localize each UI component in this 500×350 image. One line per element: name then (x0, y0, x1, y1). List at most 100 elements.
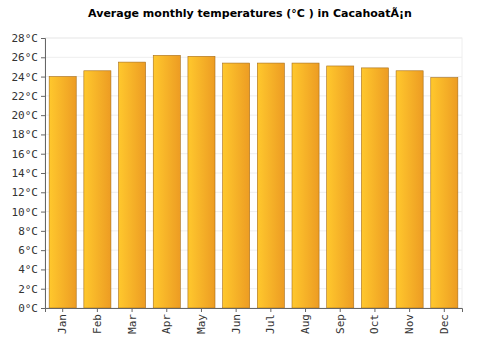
x-tick-mark (409, 308, 410, 312)
y-tick: 14°C (12, 167, 46, 180)
y-tick: 28°C (12, 32, 46, 45)
x-tick-mark (270, 308, 271, 312)
x-tick-mark (201, 308, 202, 312)
chart: Average monthly temperatures (°C ) in Ca… (0, 0, 500, 350)
x-tick-label: Feb (91, 314, 104, 334)
bar (292, 63, 319, 308)
x-tick: Nov (403, 308, 416, 334)
y-tick-label: 8°C (18, 225, 38, 238)
x-tick-mark (305, 308, 306, 312)
x-tick: Jun (230, 308, 243, 334)
x-tick-label: Dec (438, 314, 451, 334)
y-tick-mark (41, 308, 45, 309)
bar (188, 56, 215, 308)
y-tick: 20°C (12, 109, 46, 122)
x-tick: Jan (56, 308, 69, 334)
y-tick-mark (41, 212, 45, 213)
y-tick: 22°C (12, 90, 46, 103)
grid (45, 38, 462, 308)
y-tick-mark (41, 231, 45, 232)
x-tick-mark (236, 308, 237, 312)
y-tick-label: 28°C (12, 32, 39, 45)
x-tick-mark (62, 308, 63, 312)
x-tick: Mar (126, 308, 139, 334)
y-tick-mark (41, 96, 45, 97)
bar (257, 63, 284, 308)
y-tick-mark (41, 250, 45, 251)
y-tick: 12°C (12, 186, 46, 199)
x-tick: Dec (438, 308, 451, 334)
y-tick-label: 2°C (18, 283, 38, 296)
x-tick-label: Mar (126, 314, 139, 334)
y-tick-mark (41, 154, 45, 155)
bar (327, 66, 354, 308)
y-axis: 0°C 2°C 4°C 6°C 8°C 10°C 12°C 14°C 16°C 18°C 20°C 2… (12, 32, 46, 315)
y-tick: 6°C (18, 244, 45, 257)
x-tick-mark (444, 308, 445, 312)
x-tick-label: Jan (56, 314, 69, 334)
y-tick-mark (41, 77, 45, 78)
y-tick: 26°C (12, 51, 46, 64)
y-tick-label: 10°C (12, 206, 39, 219)
y-axis-line (41, 39, 46, 309)
bar (49, 77, 76, 308)
y-tick-mark (41, 269, 45, 270)
x-tick-label: Oct (368, 314, 381, 334)
bars (49, 55, 458, 308)
y-tick-label: 6°C (18, 244, 38, 257)
y-tick-label: 18°C (12, 128, 39, 141)
x-tick-mark (374, 308, 375, 312)
y-tick-label: 14°C (12, 167, 39, 180)
x-tick-label: Nov (403, 314, 416, 334)
x-tick: Jul (264, 308, 277, 334)
bar (119, 62, 146, 308)
y-tick-mark (41, 57, 45, 58)
bar (361, 68, 388, 308)
title: Average monthly temperatures (°C ) in Ca… (88, 7, 412, 20)
y-tick-mark (41, 192, 45, 193)
y-tick-label: 20°C (12, 109, 39, 122)
x-tick: Apr (160, 308, 173, 334)
y-tick-label: 24°C (12, 71, 39, 84)
y-tick: 4°C (18, 263, 45, 276)
x-tick-mark (166, 308, 167, 312)
y-tick-label: 26°C (12, 51, 39, 64)
x-tick-mark (132, 308, 133, 312)
y-tick: 18°C (12, 128, 46, 141)
plot-frame (45, 38, 462, 308)
x-tick-label: Apr (160, 314, 173, 334)
y-tick-label: 0°C (18, 302, 38, 315)
grid-line (45, 57, 462, 58)
y-tick: 24°C (12, 71, 46, 84)
y-tick-label: 16°C (12, 148, 39, 161)
x-tick: Feb (91, 308, 104, 334)
x-axis: Jan Feb Mar Apr May Jun Jul Aug Sep Oct Nov Dec (46, 308, 463, 334)
x-tick-label: Jul (264, 314, 277, 334)
x-tick: Sep (334, 308, 347, 334)
x-tick: Aug (299, 308, 312, 334)
y-tick-mark (41, 134, 45, 135)
y-tick: 8°C (18, 225, 45, 238)
y-tick-mark (41, 38, 45, 39)
x-tick-label: Aug (299, 314, 312, 334)
y-tick-mark (41, 173, 45, 174)
y-tick: 0°C (18, 302, 45, 315)
y-tick: 2°C (18, 283, 45, 296)
bar (153, 55, 180, 308)
x-tick-label: May (195, 314, 208, 334)
plot: 0°C 2°C 4°C 6°C 8°C 10°C 12°C 14°C 16°C 18°C 20°C 2… (12, 32, 463, 334)
y-tick: 10°C (12, 206, 46, 219)
x-tick-label: Sep (334, 314, 347, 334)
y-tick-label: 12°C (12, 186, 39, 199)
bar (223, 63, 250, 308)
bar (431, 78, 458, 308)
x-tick-mark (97, 308, 98, 312)
y-tick-label: 22°C (12, 90, 39, 103)
x-tick-mark (340, 308, 341, 312)
y-tick-label: 4°C (18, 263, 38, 276)
y-tick: 16°C (12, 148, 46, 161)
x-tick-label: Jun (230, 314, 243, 334)
y-tick-mark (41, 289, 45, 290)
x-tick: Oct (368, 308, 381, 334)
bar (396, 71, 423, 308)
